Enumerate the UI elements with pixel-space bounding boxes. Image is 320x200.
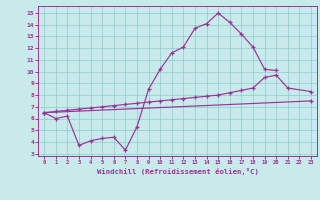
X-axis label: Windchill (Refroidissement éolien,°C): Windchill (Refroidissement éolien,°C): [97, 168, 259, 175]
